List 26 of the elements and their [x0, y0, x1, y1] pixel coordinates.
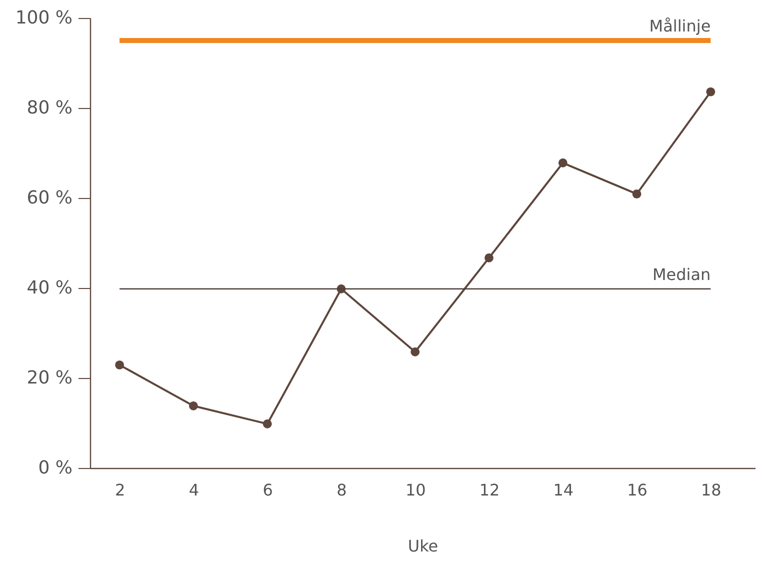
- x-tick-label: 12: [479, 480, 500, 500]
- point: [188, 401, 198, 410]
- y-tick-label: 80 %: [26, 98, 72, 118]
- x-tick-label: 18: [700, 480, 722, 500]
- y-tick-label: 40 %: [26, 278, 72, 298]
- x-tick-label: 2: [114, 480, 126, 500]
- x-tick-label: 16: [627, 480, 648, 500]
- ref-line-label: Median: [652, 264, 711, 284]
- x-tick-label: 6: [262, 480, 273, 500]
- point: [484, 253, 494, 262]
- point: [558, 158, 568, 168]
- y-tick-label: 60 %: [26, 188, 72, 208]
- x-tick-label: 14: [553, 480, 574, 500]
- x-tick-label: 10: [405, 480, 426, 500]
- y-tick-label: 20 %: [26, 368, 72, 388]
- x-tick-label: 8: [336, 480, 347, 500]
- x-axis-title: Uke: [408, 536, 438, 556]
- y-tick-label: 0 %: [38, 458, 72, 478]
- ref-line-label: Mållinje: [649, 16, 711, 36]
- point: [410, 347, 420, 356]
- point: [262, 419, 272, 428]
- point: [115, 360, 124, 370]
- y-tick-label: 100 %: [15, 8, 72, 28]
- point: [632, 189, 642, 198]
- x-tick-label: 4: [188, 480, 200, 500]
- point: [706, 87, 716, 96]
